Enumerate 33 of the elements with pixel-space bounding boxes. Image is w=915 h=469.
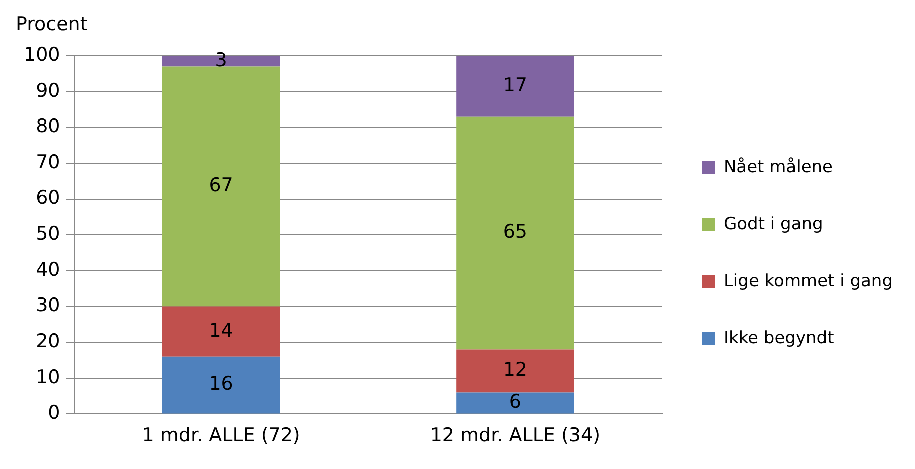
legend-label: Nået målene bbox=[724, 157, 834, 178]
y-tick-label: 40 bbox=[36, 258, 60, 281]
data-label: 67 bbox=[209, 174, 234, 197]
x-tick-label: 1 mdr. ALLE (72) bbox=[142, 424, 300, 447]
y-axis-title: Procent bbox=[16, 13, 88, 36]
y-tick-label: 10 bbox=[36, 366, 60, 388]
bar bbox=[456, 56, 574, 117]
bar bbox=[162, 306, 280, 357]
x-tick-label: 12 mdr. ALLE (34) bbox=[430, 424, 600, 447]
data-label: 17 bbox=[503, 74, 528, 96]
y-tick-label: 30 bbox=[36, 294, 60, 317]
bar bbox=[162, 356, 280, 414]
y-tick-label: 80 bbox=[36, 116, 60, 138]
legend-label: Ikke begyndt bbox=[724, 328, 835, 348]
y-tick-label: 70 bbox=[36, 151, 60, 174]
y-tick-label: 50 bbox=[36, 223, 60, 246]
bar bbox=[456, 392, 574, 414]
y-tick-label: 100 bbox=[24, 44, 60, 66]
data-label: 3 bbox=[215, 49, 228, 72]
data-label: 12 bbox=[503, 359, 528, 382]
bar bbox=[456, 350, 574, 393]
data-label: 14 bbox=[209, 320, 234, 342]
legend-label: Lige kommet i gang bbox=[724, 271, 894, 292]
y-tick-label: 90 bbox=[36, 80, 60, 102]
y-tick-label: 0 bbox=[48, 402, 60, 424]
bar bbox=[456, 116, 574, 350]
data-label: 6 bbox=[509, 391, 522, 414]
data-label: 16 bbox=[209, 373, 234, 396]
data-label: 65 bbox=[503, 221, 528, 244]
y-tick-label: 20 bbox=[36, 330, 60, 352]
y-tick-label: 60 bbox=[36, 187, 60, 210]
legend-label: Godt i gang bbox=[724, 214, 824, 234]
bar bbox=[162, 66, 280, 307]
